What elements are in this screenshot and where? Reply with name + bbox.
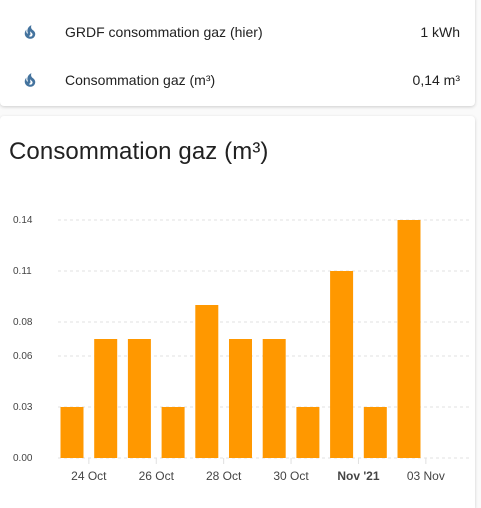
bar[interactable] — [262, 339, 286, 458]
y-tick-label: 0.03 — [13, 402, 33, 413]
bar[interactable] — [229, 339, 252, 458]
chart-title: Consommation gaz (m³) — [9, 138, 269, 165]
fire-icon — [20, 70, 40, 90]
bar-chart: 0.00 0.03 0.06 0.08 0.11 0.14 24 Oct 26 Oct 28 O… — [13, 215, 470, 483]
bar[interactable] — [161, 407, 185, 458]
chart-card: Consommation gaz (m³) 0.00 0.03 0.06 0.08 0.… — [0, 116, 475, 508]
bar[interactable] — [296, 407, 320, 458]
y-tick-label: 0.08 — [13, 317, 33, 328]
y-tick-label: 0.00 — [13, 453, 33, 464]
x-tick-label: 28 Oct — [206, 469, 242, 483]
fire-icon — [20, 22, 40, 42]
entity-name: Consommation gaz (m³) — [65, 72, 216, 88]
y-tick-label: 0.14 — [13, 215, 33, 226]
y-tick-label: 0.11 — [13, 266, 32, 277]
entity-row-grdf[interactable]: GRDF consommation gaz (hier) 1 kWh — [0, 12, 475, 52]
bar[interactable] — [397, 220, 421, 458]
bar[interactable] — [195, 305, 219, 458]
bar[interactable] — [94, 339, 118, 458]
bar[interactable] — [330, 271, 354, 458]
y-tick-label: 0.06 — [13, 351, 33, 362]
bar[interactable] — [363, 407, 387, 458]
x-tick-label: 03 Nov — [407, 469, 445, 483]
bar[interactable] — [60, 407, 84, 458]
x-tick-label: Nov '21 — [337, 469, 380, 483]
x-tick-label: 24 Oct — [71, 469, 107, 483]
entity-state: 1 kWh — [420, 24, 460, 40]
x-tick-label: 26 Oct — [139, 469, 175, 483]
entities-card: GRDF consommation gaz (hier) 1 kWh Conso… — [0, 0, 475, 106]
entity-state: 0,14 m³ — [412, 72, 460, 88]
bar[interactable] — [127, 339, 151, 458]
x-tick-label: 30 Oct — [273, 469, 309, 483]
entity-row-consommation[interactable]: Consommation gaz (m³) 0,14 m³ — [0, 60, 475, 100]
entity-name: GRDF consommation gaz (hier) — [65, 24, 263, 40]
